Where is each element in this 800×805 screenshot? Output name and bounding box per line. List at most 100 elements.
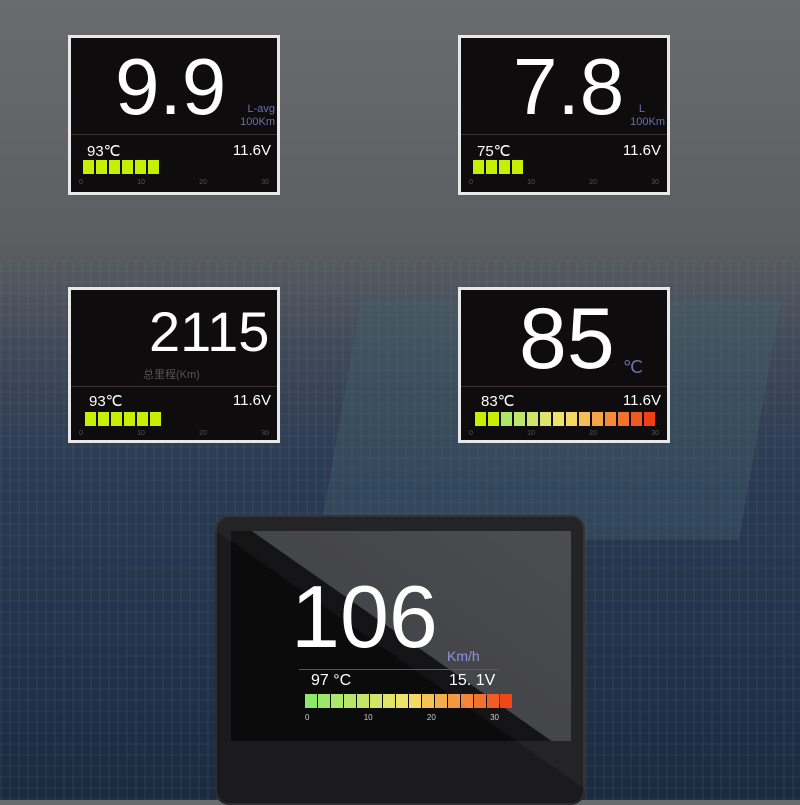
gauge-segment	[357, 694, 369, 708]
gauge-segment	[475, 412, 486, 426]
tick: 20	[199, 430, 207, 437]
gauge-segment	[150, 412, 161, 426]
gauge-segment	[566, 412, 577, 426]
gauge-segment	[83, 160, 94, 174]
speed-value: 106	[291, 567, 438, 666]
gauge-bar	[473, 160, 523, 174]
gauge-segment	[448, 694, 460, 708]
voltage: 11.6V	[622, 142, 661, 159]
temperature: 93℃	[87, 143, 121, 160]
gauge-segment	[124, 412, 135, 426]
tick: 30	[490, 713, 499, 722]
unit-label-2: 100Km	[240, 116, 275, 128]
gauge-segment	[540, 412, 551, 426]
voltage: 11.6V	[232, 392, 271, 409]
gauge-segment	[435, 694, 447, 708]
gauge-bar	[305, 694, 512, 708]
coolant-temp-value: 85	[519, 291, 615, 387]
gauge-segment	[501, 412, 512, 426]
tick: 10	[137, 430, 145, 437]
gauge-segment	[148, 160, 159, 174]
speed-unit: Km/h	[447, 648, 480, 664]
gauge-segment	[122, 160, 133, 174]
gauge-segment	[305, 694, 317, 708]
unit-label: L-avg	[247, 103, 275, 115]
divider	[299, 669, 499, 670]
temperature: 93℃	[89, 393, 123, 410]
tick: 20	[199, 179, 207, 186]
odometer-value: 2115	[149, 300, 270, 363]
gauge-segment	[135, 160, 146, 174]
tick: 0	[469, 430, 473, 437]
fuel-instant-value: 7.8	[513, 42, 625, 131]
gauge-segment	[486, 160, 497, 174]
gauge-ticks: 0 10 20 30	[469, 179, 659, 186]
gauge-segment	[109, 160, 120, 174]
tick: 30	[651, 430, 659, 437]
unit-label: ℃	[622, 357, 643, 377]
gauge-segment	[98, 412, 109, 426]
gauge-segment	[499, 160, 510, 174]
coolant-temp-panel: 85 ℃ 83℃ 11.6V 0 10 20 30	[458, 287, 670, 443]
gauge-segment	[396, 694, 408, 708]
gauge-segment	[487, 694, 499, 708]
fuel-instant-panel: 7.8 L 100Km 75℃ 11.6V 0 10 20 30	[458, 35, 670, 195]
gauge-segment	[331, 694, 343, 708]
tick: 0	[305, 713, 310, 722]
tick: 30	[261, 179, 269, 186]
gauge-segment	[318, 694, 330, 708]
gauge-bar	[83, 160, 159, 174]
gauge-bar	[85, 412, 161, 426]
gauge-segment	[488, 412, 499, 426]
tick: 30	[261, 430, 269, 437]
tick: 30	[651, 179, 659, 186]
tick: 0	[469, 179, 473, 186]
gauge-ticks: 0 10 20 30	[469, 430, 659, 437]
temperature: 75℃	[477, 143, 511, 160]
temperature: 83℃	[481, 393, 515, 410]
gauge-segment	[618, 412, 629, 426]
tick: 10	[527, 179, 535, 186]
voltage: 11.6V	[232, 142, 271, 159]
tick: 10	[137, 179, 145, 186]
gauge-segment	[500, 694, 512, 708]
odometer-panel: 2115 总里程(Km) 93℃ 11.6V 0 10 20 30	[68, 287, 280, 443]
gauge-segment	[422, 694, 434, 708]
gauge-segment	[85, 412, 96, 426]
fuel-avg-value: 9.9	[115, 42, 227, 131]
unit-label: L	[638, 103, 645, 115]
divider	[71, 134, 277, 135]
gauge-segment	[579, 412, 590, 426]
gauge-segment	[605, 412, 616, 426]
gauge-segment	[553, 412, 564, 426]
tick: 10	[527, 430, 535, 437]
gauge-segment	[631, 412, 642, 426]
gauge-segment	[592, 412, 603, 426]
unit-label: 总里程(Km)	[143, 369, 200, 381]
divider	[71, 386, 277, 387]
gauge-segment	[512, 160, 523, 174]
gauge-segment	[383, 694, 395, 708]
gauge-segment	[370, 694, 382, 708]
gauge-segment	[409, 694, 421, 708]
gauge-ticks: 0 10 20 30	[79, 430, 269, 437]
divider	[461, 386, 667, 387]
gauge-ticks: 0 10 20 30	[79, 179, 269, 186]
gauge-segment	[514, 412, 525, 426]
gauge-segment	[96, 160, 107, 174]
gauge-segment	[461, 694, 473, 708]
voltage: 15. 1V	[449, 672, 496, 689]
device-screen: 106 Km/h 97 °C 15. 1V 0 10 20 30	[231, 531, 571, 741]
divider	[461, 134, 667, 135]
gauge-segment	[111, 412, 122, 426]
gauge-segment	[473, 160, 484, 174]
gauge-ticks: 0 10 20 30	[305, 713, 499, 722]
tick: 0	[79, 430, 83, 437]
gauge-segment	[474, 694, 486, 708]
voltage: 11.6V	[622, 392, 661, 409]
temperature: 97 °C	[311, 672, 352, 689]
tick: 20	[426, 713, 436, 722]
obd-gauge-device: 106 Km/h 97 °C 15. 1V 0 10 20 30	[215, 515, 585, 805]
fuel-avg-panel: 9.9 L-avg 100Km 93℃ 11.6V 0 10 20 30	[68, 35, 280, 195]
unit-label-2: 100Km	[630, 116, 665, 128]
